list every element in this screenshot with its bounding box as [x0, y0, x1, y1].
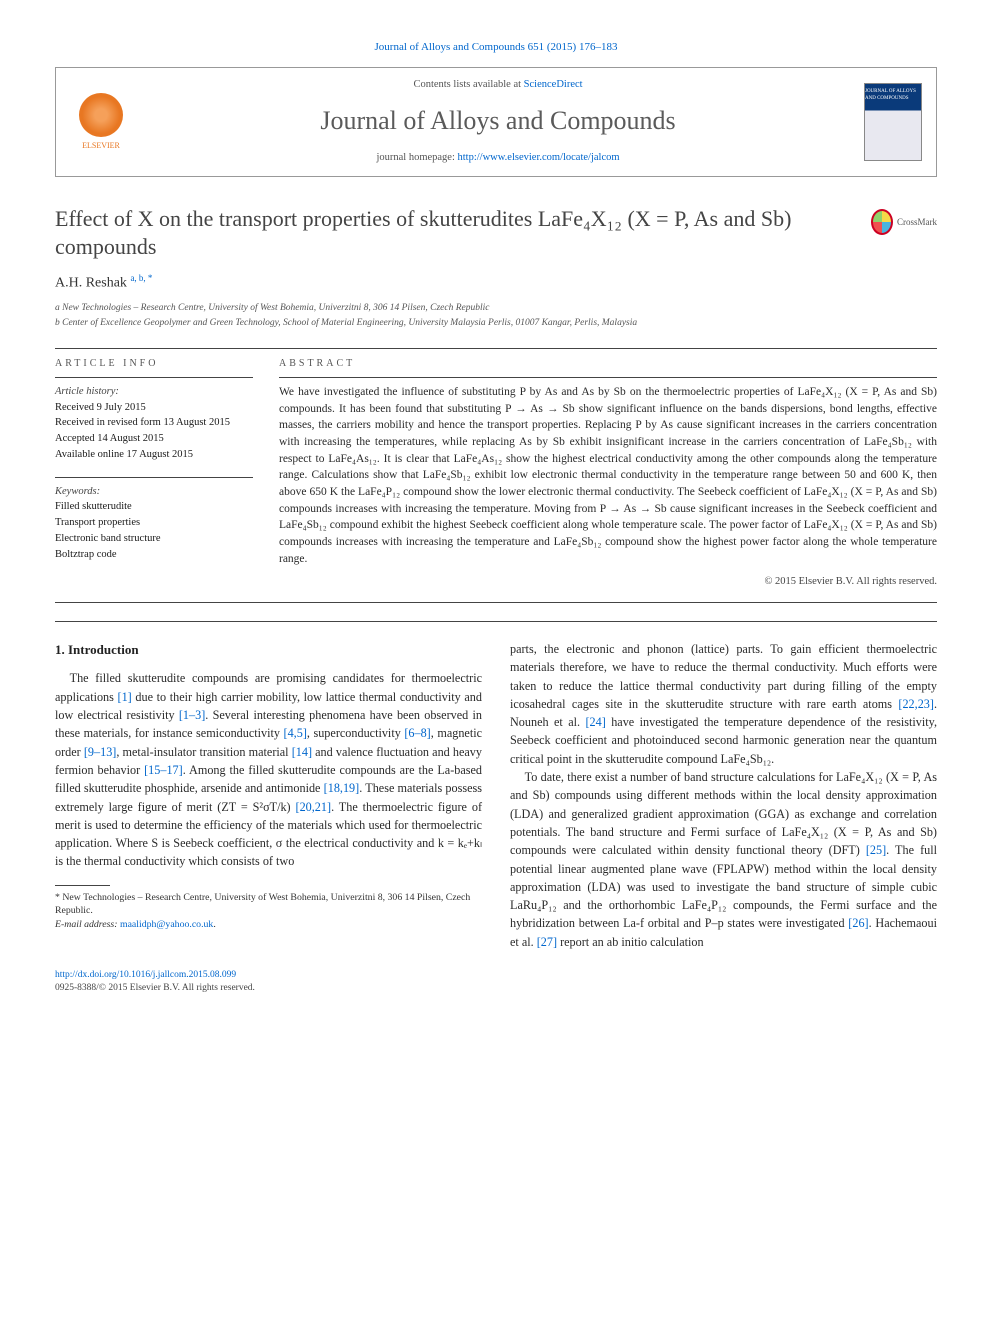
divider [55, 348, 937, 349]
contents-line: Contents lists available at ScienceDirec… [146, 78, 850, 93]
keywords-label: Keywords: [55, 484, 253, 500]
email-label: E-mail address: [55, 919, 120, 930]
divider [55, 621, 937, 622]
ref-link[interactable]: [27] [537, 935, 557, 949]
elsevier-tree-icon [79, 93, 123, 137]
ref-link[interactable]: [18,19] [324, 781, 360, 795]
keyword: Boltztrap code [55, 547, 253, 563]
elsevier-logo: ELSEVIER [70, 87, 132, 157]
affiliations: a New Technologies – Research Centre, Un… [55, 301, 937, 330]
ref-link[interactable]: [26] [848, 916, 868, 930]
journal-cover-thumb: JOURNAL OF ALLOYS AND COMPOUNDS [864, 83, 922, 161]
publisher-name: ELSEVIER [82, 140, 120, 151]
intro-heading: 1. Introduction [55, 640, 482, 660]
accepted-date: Accepted 14 August 2015 [55, 431, 253, 447]
intro-paragraph-1: The filled skutterudite compounds are pr… [55, 669, 482, 870]
affiliation-b: b Center of Excellence Geopolymer and Gr… [55, 316, 937, 330]
body-text: 1. Introduction The filled skutterudite … [55, 640, 937, 951]
homepage-line: journal homepage: http://www.elsevier.co… [146, 151, 850, 166]
journal-title: Journal of Alloys and Compounds [146, 103, 850, 139]
ref-link[interactable]: [22,23] [898, 697, 934, 711]
homepage-link[interactable]: http://www.elsevier.com/locate/jalcom [458, 152, 620, 163]
journal-reference: Journal of Alloys and Compounds 651 (201… [55, 40, 937, 55]
author-name: A.H. Reshak [55, 276, 130, 291]
online-date: Available online 17 August 2015 [55, 447, 253, 463]
abstract-text: We have investigated the influence of su… [279, 384, 937, 567]
article-history: Article history: Received 9 July 2015 Re… [55, 384, 253, 463]
crossmark-icon [871, 209, 893, 235]
intro-paragraph-2: parts, the electronic and phonon (lattic… [510, 640, 937, 768]
text-run: report an ab initio calculation [557, 935, 704, 949]
received-date: Received 9 July 2015 [55, 400, 253, 416]
divider [55, 377, 253, 378]
article-title: Effect of X on the transport properties … [55, 205, 853, 260]
abstract-label: ABSTRACT [279, 357, 937, 371]
author-affil-marks[interactable]: a, b, * [130, 273, 152, 283]
ref-link[interactable]: [1–3] [179, 708, 205, 722]
ref-link[interactable]: [25] [866, 843, 886, 857]
text-run: , metal-insulator transition material [116, 745, 291, 759]
keyword: Filled skutterudite [55, 499, 253, 515]
history-label: Article history: [55, 384, 253, 400]
divider [55, 602, 937, 603]
sciencedirect-link[interactable]: ScienceDirect [524, 79, 583, 90]
keyword: Electronic band structure [55, 531, 253, 547]
page-footer: http://dx.doi.org/10.1016/j.jallcom.2015… [55, 969, 937, 996]
abstract-column: ABSTRACT We have investigated the influe… [279, 357, 937, 590]
text-run: parts, the electronic and phonon (lattic… [510, 642, 937, 711]
article-info-label: ARTICLE INFO [55, 357, 253, 371]
divider [55, 477, 253, 478]
ref-link[interactable]: [9–13] [84, 745, 117, 759]
ref-link[interactable]: [1] [118, 690, 132, 704]
affiliation-a: a New Technologies – Research Centre, Un… [55, 301, 937, 315]
homepage-prefix: journal homepage: [376, 152, 457, 163]
ref-link[interactable]: [4,5] [284, 726, 307, 740]
contents-prefix: Contents lists available at [413, 79, 523, 90]
ref-link[interactable]: [24] [585, 715, 605, 729]
footnotes: * New Technologies – Research Centre, Un… [55, 891, 482, 932]
ref-link[interactable]: [6–8] [404, 726, 430, 740]
keyword: Transport properties [55, 515, 253, 531]
ref-link[interactable]: [14] [292, 745, 312, 759]
copyright-line: © 2015 Elsevier B.V. All rights reserved… [279, 575, 937, 590]
ref-link[interactable]: [15–17] [144, 763, 183, 777]
journal-header-box: ELSEVIER Contents lists available at Sci… [55, 67, 937, 177]
text-run: , superconductivity [307, 726, 404, 740]
doi-link[interactable]: http://dx.doi.org/10.1016/j.jallcom.2015… [55, 970, 236, 980]
cover-text: JOURNAL OF ALLOYS AND COMPOUNDS [865, 88, 921, 102]
author-email-link[interactable]: maalidph@yahoo.co.uk [120, 919, 213, 930]
intro-paragraph-3: To date, there exist a number of band st… [510, 768, 937, 951]
article-info-column: ARTICLE INFO Article history: Received 9… [55, 357, 253, 590]
keywords-block: Keywords: Filled skutterudite Transport … [55, 484, 253, 563]
footnote-separator [55, 885, 110, 886]
crossmark-badge[interactable]: CrossMark [871, 209, 937, 235]
crossmark-label: CrossMark [897, 216, 937, 229]
revised-date: Received in revised form 13 August 2015 [55, 415, 253, 431]
author-line: A.H. Reshak a, b, * [55, 272, 937, 293]
divider [279, 377, 937, 378]
corresponding-author-note: * New Technologies – Research Centre, Un… [55, 891, 482, 918]
ref-link[interactable]: [20,21] [296, 800, 332, 814]
issn-copyright: 0925-8388/© 2015 Elsevier B.V. All right… [55, 983, 255, 993]
